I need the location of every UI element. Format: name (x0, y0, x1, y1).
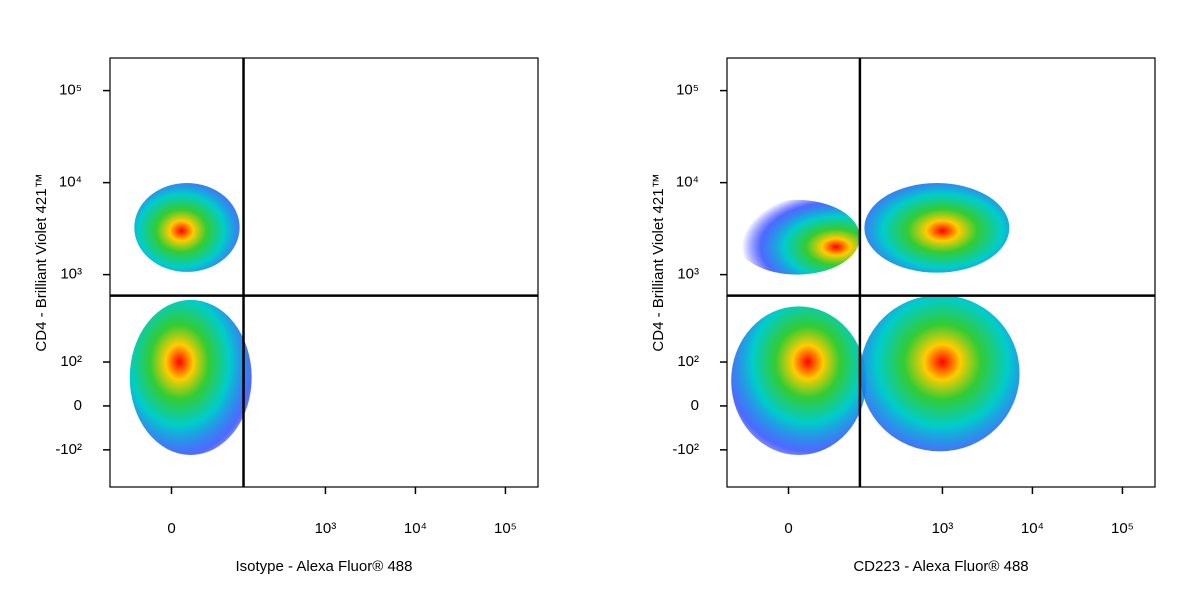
y-axis-label: CD4 - Brilliant Violet 421™ (33, 173, 50, 351)
x-axis-label: CD223 - Alexa Fluor® 488 (853, 558, 1028, 575)
plot-frame (109, 57, 539, 488)
y-tick-label: 10⁵ (59, 82, 82, 99)
cell-cluster (129, 299, 252, 456)
y-tick-label: 0 (691, 397, 699, 414)
cell-cluster (731, 306, 867, 456)
x-tick-label: 10³ (315, 520, 337, 537)
y-tick-label: 10² (677, 353, 699, 370)
x-tick-label: 10³ (932, 520, 954, 537)
x-tick-label: 10⁵ (1111, 520, 1134, 537)
y-tick-label: -10² (672, 441, 699, 458)
cell-cluster (864, 183, 1010, 273)
x-tick-label: 0 (784, 520, 792, 537)
y-tick-label: -10² (55, 441, 82, 458)
y-tick-label: 10⁵ (676, 82, 699, 99)
cell-cluster (134, 183, 240, 272)
x-tick-label: 10⁴ (1021, 520, 1044, 537)
y-tick-label: 10⁴ (59, 174, 82, 191)
x-tick-label: 10⁴ (404, 520, 427, 537)
plot-frame (726, 57, 1156, 488)
y-tick-label: 10⁴ (676, 174, 699, 191)
cell-cluster (859, 294, 1020, 452)
x-tick-label: 0 (167, 520, 175, 537)
y-tick-label: 10³ (677, 266, 699, 283)
x-tick-label: 10⁵ (494, 520, 517, 537)
y-axis-label: CD4 - Brilliant Violet 421™ (650, 173, 667, 351)
cell-cluster (734, 199, 860, 275)
y-tick-label: 0 (74, 397, 82, 414)
x-axis-label: Isotype - Alexa Fluor® 488 (236, 558, 413, 575)
y-tick-label: 10³ (60, 266, 82, 283)
y-tick-label: 10² (60, 353, 82, 370)
